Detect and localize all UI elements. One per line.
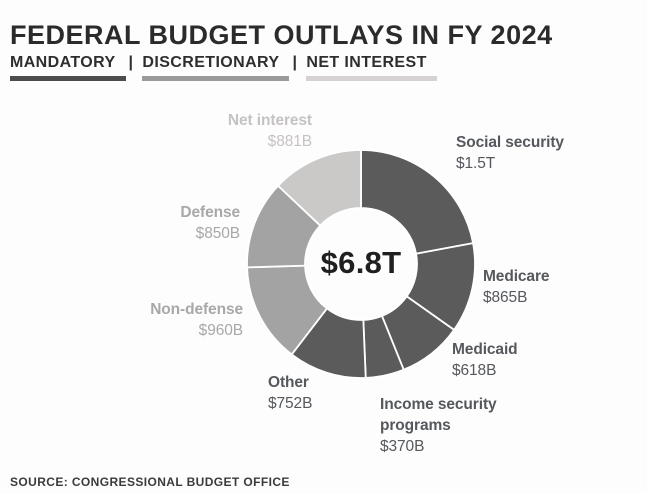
slice-value: $850B [195, 225, 240, 242]
legend-item-discretionary: DISCRETIONARY [142, 54, 290, 81]
slice-value: $618B [452, 362, 497, 379]
slice-name: Social security [456, 134, 564, 151]
legend-label-mandatory: MANDATORY [10, 54, 116, 71]
slice-label-non-defense: Non-defense $960B [113, 299, 243, 341]
legend: MANDATORY | DISCRETIONARY | NET INTEREST [10, 54, 437, 81]
slice-name: Other [268, 374, 309, 391]
legend-separator: | [292, 54, 298, 71]
slice-value: $752B [268, 395, 313, 412]
pie-segment-net-interest [276, 149, 362, 227]
slice-value: $865B [483, 289, 528, 306]
slice-name: Income security programs [380, 396, 497, 434]
pie-segment-social-security [360, 149, 475, 255]
slice-value: $960B [198, 322, 243, 339]
chart-center-total: $6.8T [320, 245, 402, 280]
slice-name: Net interest [227, 112, 312, 129]
slice-value: $881B [267, 133, 312, 150]
source-credit: SOURCE: CONGRESSIONAL BUDGET OFFICE [10, 475, 290, 489]
slice-value: $370B [380, 438, 425, 455]
slice-label-social-security: Social security $1.5T [456, 132, 606, 174]
legend-item-net-interest: NET INTEREST [306, 54, 437, 81]
legend-label-discretionary: DISCRETIONARY [142, 54, 280, 71]
slice-label-other: Other $752B [268, 372, 368, 414]
legend-item-mandatory: MANDATORY [10, 54, 126, 81]
legend-separator: | [128, 54, 134, 71]
slice-name: Non-defense [150, 301, 243, 318]
slice-label-income-security-programs: Income security programs $370B [380, 394, 530, 457]
page-title: FEDERAL BUDGET OUTLAYS IN FY 2024 [10, 20, 553, 50]
slice-label-defense: Defense $850B [130, 202, 240, 244]
legend-label-net-interest: NET INTEREST [306, 54, 427, 71]
slice-label-medicare: Medicare $865B [483, 266, 603, 308]
slice-name: Medicaid [452, 341, 518, 358]
slice-value: $1.5T [456, 155, 496, 172]
slice-name: Defense [180, 204, 240, 221]
slice-name: Medicare [483, 268, 550, 285]
slice-label-net-interest: Net interest $881B [182, 110, 312, 152]
slice-label-medicaid: Medicaid $618B [452, 339, 572, 381]
